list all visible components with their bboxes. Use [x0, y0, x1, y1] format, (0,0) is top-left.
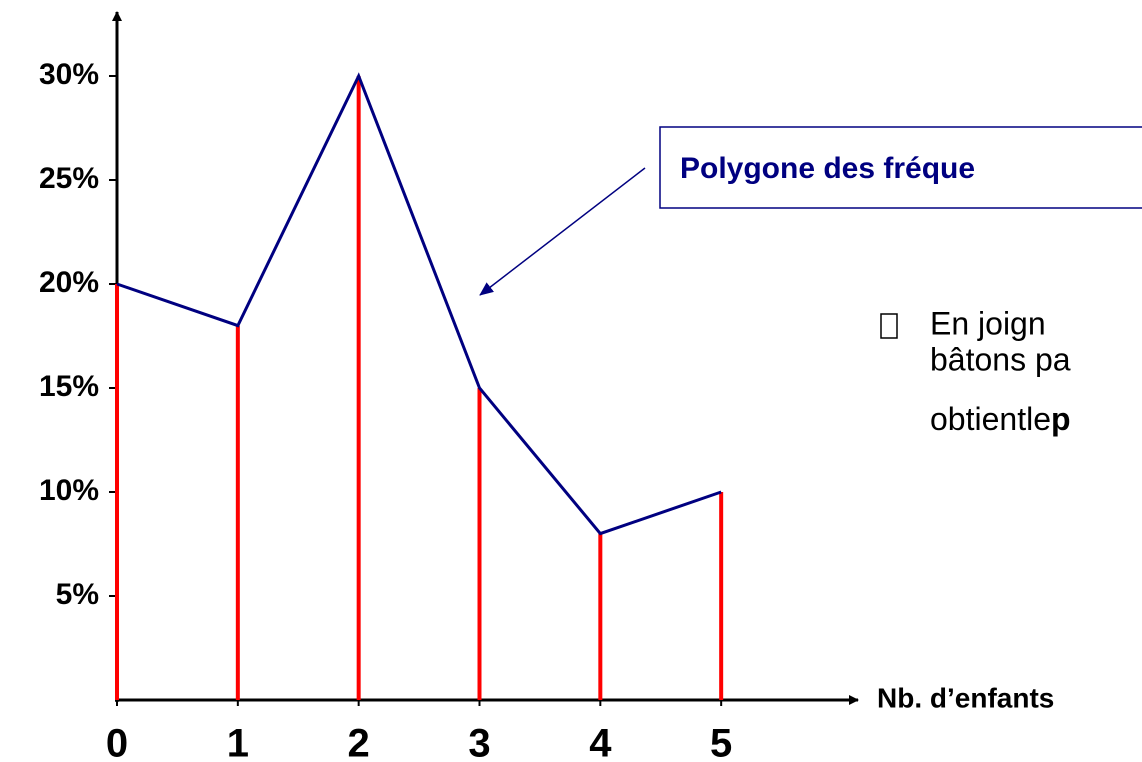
- note-line: obtientlep: [930, 401, 1071, 437]
- polygon-line: [116, 72, 722, 536]
- x-tick-label: 2: [348, 722, 370, 762]
- bullet: [880, 313, 898, 339]
- y-tick-label: 25%: [39, 162, 99, 195]
- callout-text: Polygone des fréque: [680, 152, 975, 185]
- callout-box: [659, 126, 1142, 209]
- x-tick-label: 5: [710, 722, 732, 762]
- y-tick-label: 30%: [39, 58, 99, 91]
- y-tick-label: 15%: [39, 370, 99, 403]
- y-tick-label: 20%: [39, 266, 99, 299]
- note-line: bâtons pa: [930, 341, 1071, 377]
- callout-arrow: [479, 167, 646, 296]
- note-text: obtientle: [930, 401, 1051, 437]
- x-axis-label: Nb. d’enfants: [877, 682, 1054, 713]
- y-tick-label: 5%: [56, 578, 99, 611]
- note-line: En joign: [930, 305, 1046, 341]
- x-tick-label: 4: [589, 722, 612, 762]
- y-tick-label: 10%: [39, 474, 99, 507]
- x-tick-label: 3: [468, 722, 490, 762]
- x-tick-label: 1: [227, 722, 249, 762]
- x-tick-label: 0: [106, 722, 128, 762]
- note-bold: p: [1051, 401, 1071, 437]
